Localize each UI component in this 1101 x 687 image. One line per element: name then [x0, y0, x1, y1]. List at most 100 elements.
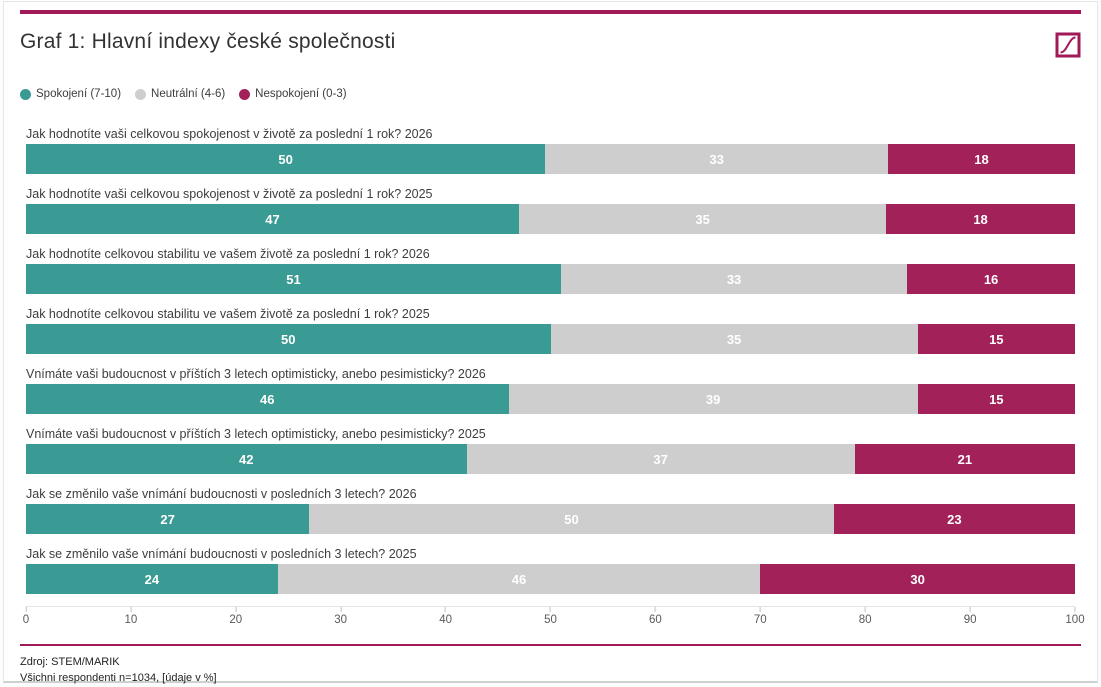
bar-segment-value: 37 [653, 451, 668, 467]
tick-mark [654, 607, 656, 612]
legend-item: Spokojení (7-10) [20, 88, 121, 100]
tick-mark [864, 607, 866, 612]
chart-header: Graf 1: Hlavní indexy české společnosti [20, 30, 1081, 58]
bar-row-label: Jak se změnilo vaše vnímání budoucnosti … [26, 547, 417, 561]
bar-segment-value: 18 [973, 211, 988, 227]
bar-segment[interactable]: 21 [854, 444, 1075, 474]
tick-mark [759, 607, 761, 612]
x-axis-tick: 40 [439, 607, 452, 626]
bar-segment[interactable]: 23 [833, 504, 1075, 534]
tick-mark [969, 607, 971, 612]
tick-label: 50 [544, 614, 557, 626]
bar-segment-value: 35 [695, 211, 710, 227]
tick-label: 20 [229, 614, 243, 626]
bar-row: Jak hodnotíte celkovou stabilitu ve vaše… [26, 246, 1075, 294]
stacked-bar: 24 46 30 [26, 564, 1075, 594]
bar-row: Jak hodnotíte vaši celkovou spokojenost … [26, 126, 1075, 174]
bar-row-label: Jak hodnotíte vaši celkovou spokojenost … [26, 127, 433, 141]
bar-segment[interactable]: 15 [917, 384, 1075, 414]
legend-label: Nespokojení (0-3) [255, 88, 347, 100]
bar-row: Jak se změnilo vaše vnímání budoucnosti … [26, 546, 1075, 594]
bar-row-label: Jak hodnotíte celkovou stabilitu ve vaše… [26, 247, 430, 261]
legend-dot-icon [135, 88, 147, 100]
stacked-bar: 42 37 21 [26, 444, 1075, 474]
respondents-note: Všichni respondenti n=1034, [údaje v %] [20, 672, 217, 684]
bar-segment[interactable]: 50 [26, 324, 551, 354]
bar-segment[interactable]: 24 [26, 564, 278, 594]
x-axis-tick: 10 [124, 607, 137, 626]
bar-segment-value: 21 [957, 451, 973, 467]
bar-segment[interactable]: 46 [277, 564, 761, 594]
legend-item: Nespokojení (0-3) [239, 88, 347, 100]
bar-segment-value: 50 [281, 331, 296, 347]
bar-segment[interactable]: 50 [26, 144, 546, 174]
bar-segment[interactable]: 27 [26, 504, 310, 534]
bar-segment-value: 18 [974, 151, 989, 167]
bar-segment-value: 50 [564, 511, 579, 527]
bar-segment[interactable]: 35 [550, 324, 918, 354]
tick-label: 70 [753, 614, 767, 626]
tick-mark [1074, 607, 1076, 612]
bar-segment[interactable]: 16 [907, 264, 1075, 294]
legend-label: Spokojení (7-10) [36, 88, 122, 100]
legend-label: Neutrální (4-6) [151, 88, 226, 100]
bar-segment[interactable]: 30 [760, 564, 1075, 594]
stacked-bar: 51 33 16 [26, 264, 1075, 294]
bar-segment-value: 51 [286, 271, 301, 287]
bar-segment-value: 15 [989, 331, 1004, 347]
stacked-bar: 50 35 15 [26, 324, 1075, 354]
x-axis-tick: 30 [334, 607, 347, 626]
bar-segment[interactable]: 18 [888, 144, 1075, 174]
tick-mark [340, 607, 342, 612]
bar-segment[interactable]: 35 [519, 204, 887, 234]
bar-row-label: Vnímáte vaši budoucnost v příštích 3 let… [26, 427, 486, 441]
x-axis-tick: 90 [964, 607, 976, 626]
stacked-bar: 27 50 23 [26, 504, 1075, 534]
bar-row: Jak hodnotíte vaši celkovou spokojenost … [26, 186, 1075, 234]
bar-segment-value: 15 [989, 391, 1004, 407]
bar-segment[interactable]: 33 [545, 144, 889, 174]
stacked-bar: 50 33 18 [26, 144, 1075, 174]
x-axis-tick: 60 [649, 607, 662, 626]
chart-title: Graf 1: Hlavní indexy české společnosti [20, 30, 396, 53]
bar-segment[interactable]: 39 [508, 384, 918, 414]
tick-label: 40 [439, 614, 452, 626]
tick-label: 80 [858, 614, 872, 626]
tick-mark [235, 607, 237, 612]
bar-segment[interactable]: 18 [886, 204, 1075, 234]
bar-row-label: Jak hodnotíte celkovou stabilitu ve vaše… [26, 307, 430, 321]
stem-logo-icon[interactable] [1055, 32, 1081, 58]
bar-segment-value: 35 [726, 331, 742, 347]
chart-footer: Zdroj: STEM/MARIK Všichni respondenti n=… [20, 654, 1081, 686]
tick-mark [549, 607, 551, 612]
x-axis-tick: 0 [23, 607, 29, 626]
bar-segment-value: 42 [239, 451, 254, 467]
tick-label: 100 [1065, 614, 1085, 626]
bar-segment[interactable]: 42 [26, 444, 467, 474]
bar-segment[interactable]: 37 [466, 444, 855, 474]
bar-segment-value: 33 [726, 271, 742, 287]
legend-dot-icon [239, 88, 251, 100]
bar-segment[interactable]: 33 [560, 264, 908, 294]
x-axis-tick: 50 [544, 607, 557, 626]
bar-segment-value: 46 [260, 391, 275, 407]
bar-segment[interactable]: 15 [917, 324, 1075, 354]
x-axis-tick: 70 [754, 607, 767, 626]
bar-segment[interactable]: 46 [26, 384, 509, 414]
x-axis-tick: 100 [1065, 607, 1085, 626]
tick-label: 0 [22, 614, 30, 626]
bar-segment[interactable]: 51 [26, 264, 561, 294]
x-axis-tick: 20 [229, 607, 242, 626]
bar-segment-value: 23 [947, 511, 962, 527]
bar-segment-value: 16 [983, 271, 999, 287]
bar-row-label: Jak hodnotíte vaši celkovou spokojenost … [26, 187, 433, 201]
bar-row: Jak se změnilo vaše vnímání budoucnosti … [26, 486, 1075, 534]
stacked-bar: 47 35 18 [26, 204, 1075, 234]
tick-mark [130, 607, 132, 612]
bar-segment[interactable]: 47 [26, 204, 520, 234]
footer-separator-line [20, 644, 1081, 646]
bar-segment-value: 33 [709, 151, 724, 167]
bar-segment[interactable]: 50 [309, 504, 834, 534]
bar-row-label: Jak se změnilo vaše vnímání budoucnosti … [26, 487, 417, 501]
stacked-bar-chart: Jak hodnotíte vaši celkovou spokojenost … [20, 126, 1081, 594]
